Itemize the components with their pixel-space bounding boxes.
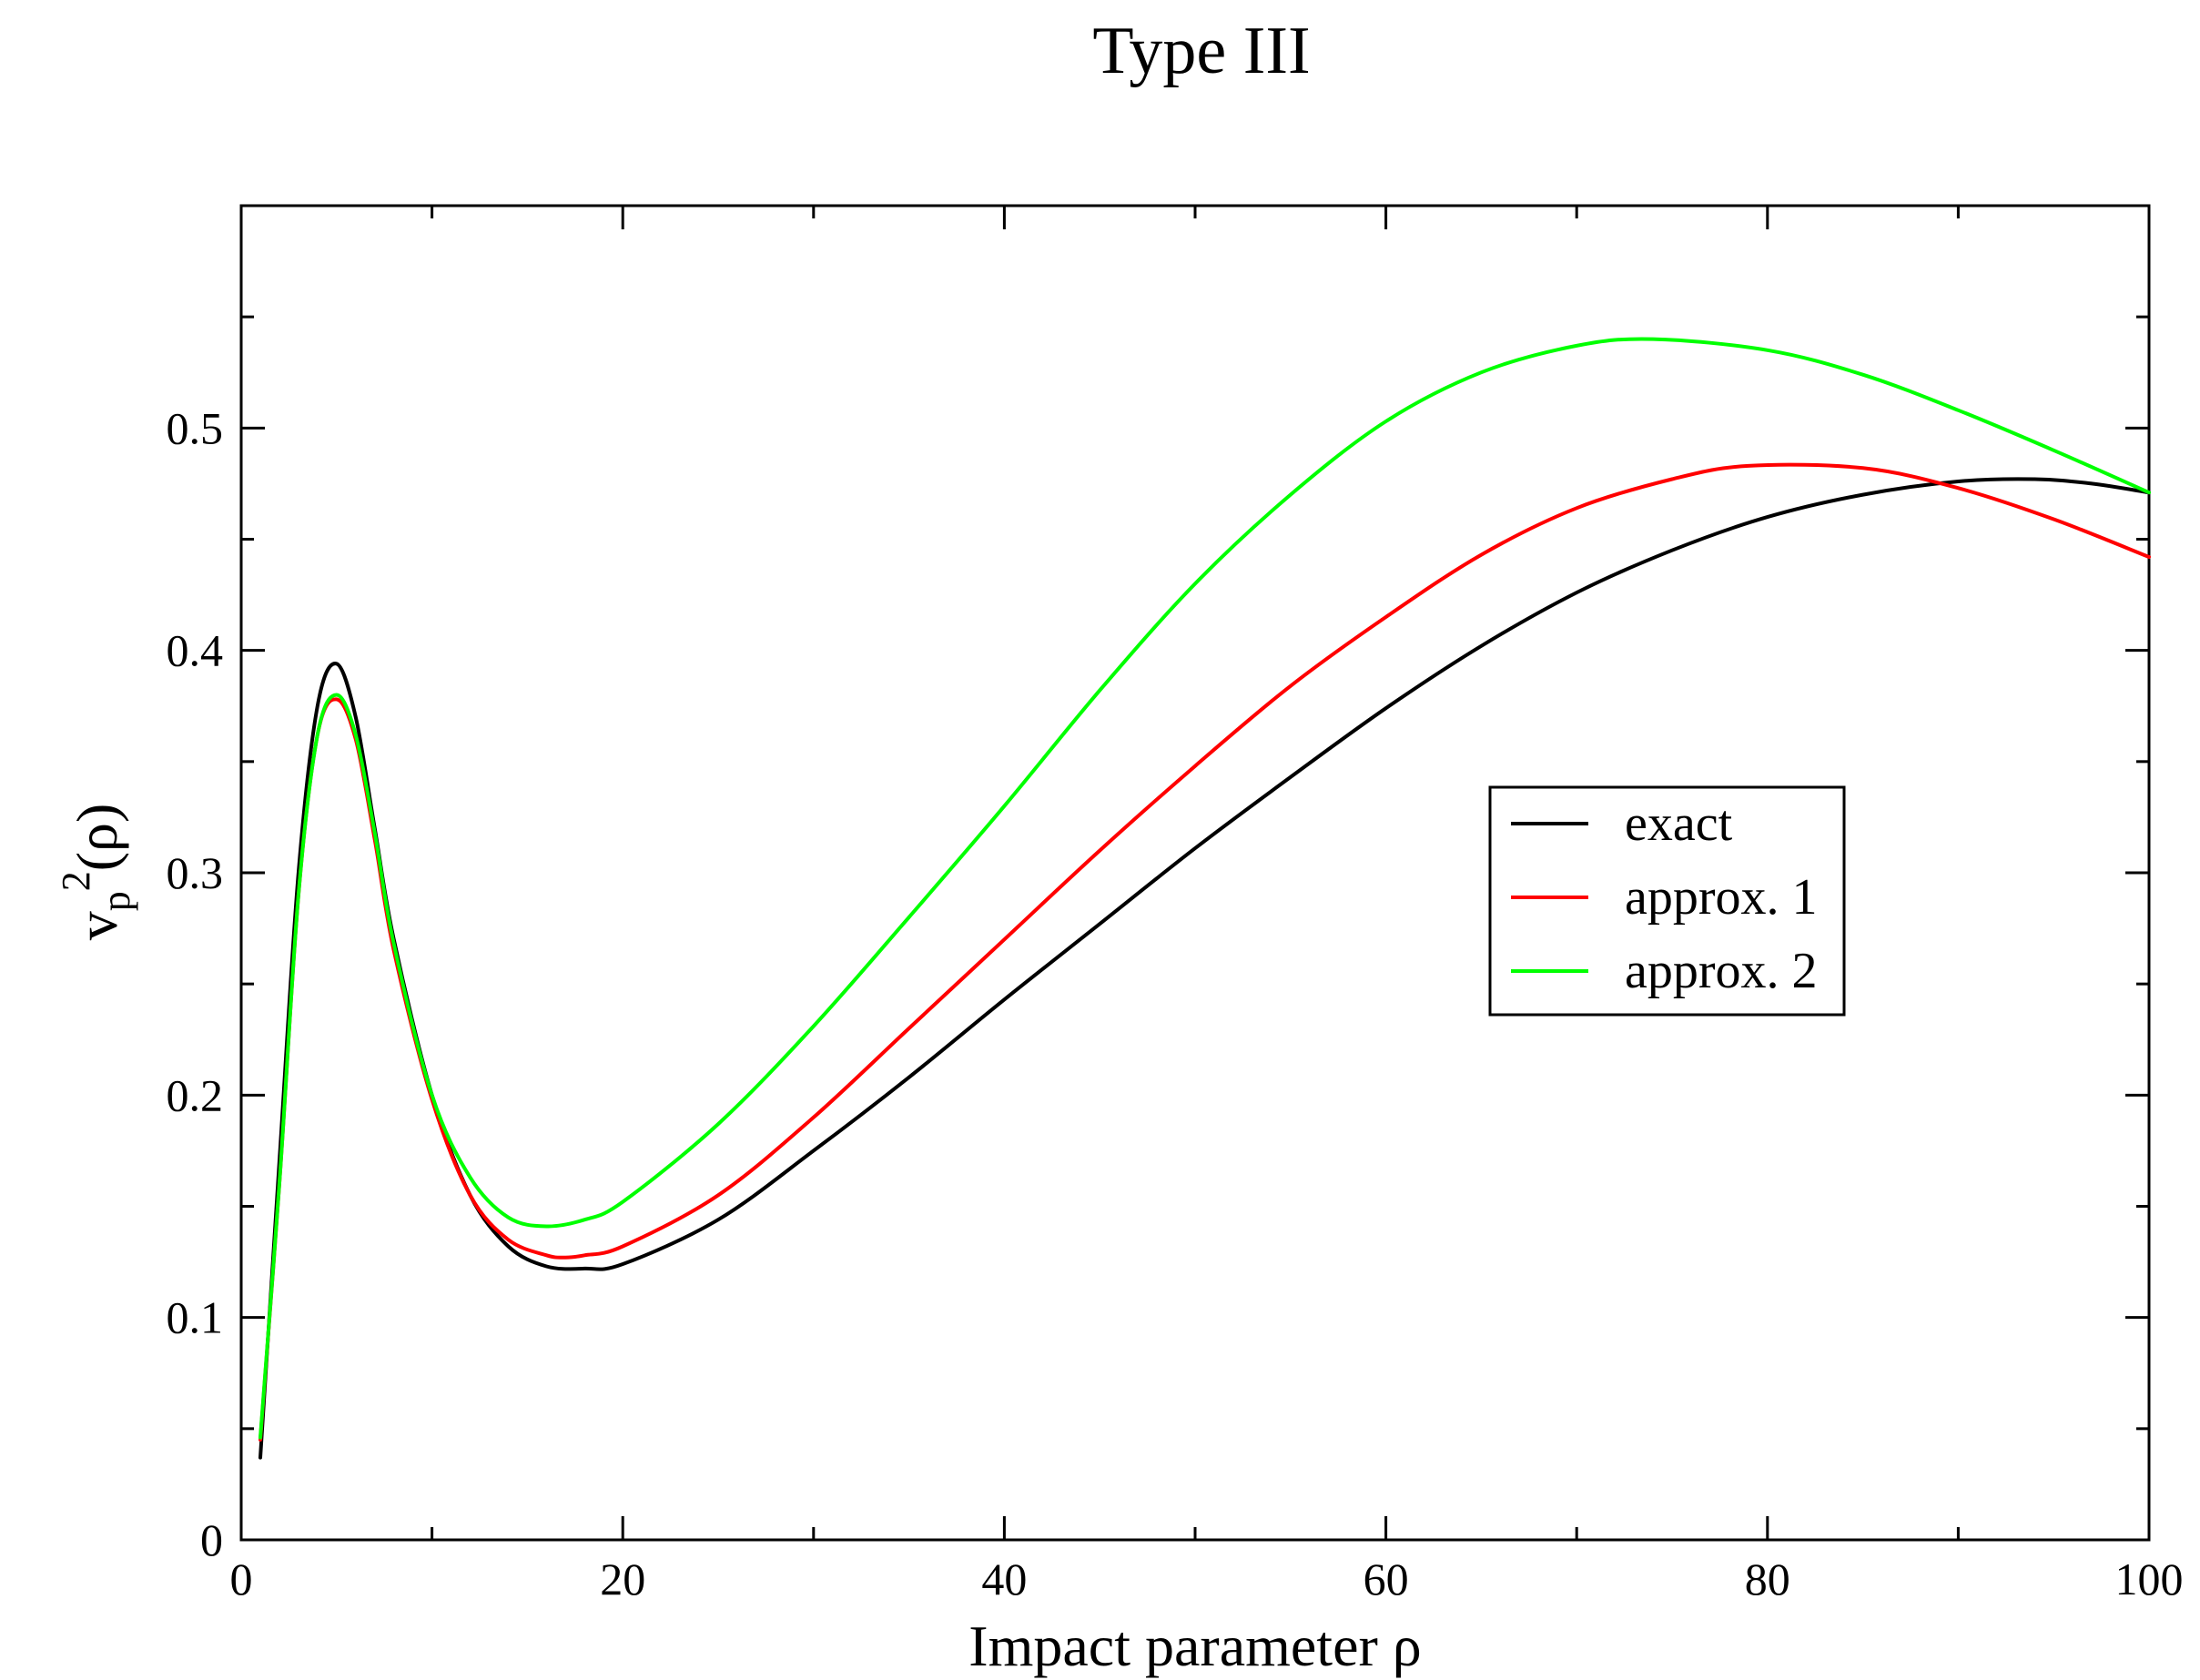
y-tick-label: 0.3 (167, 847, 224, 898)
series-line-approx-1 (259, 462, 2151, 1442)
y-axis-label-subscript: p (94, 891, 138, 911)
legend-label: exact (1625, 795, 1733, 852)
axis-tick-labels: 0 20 40 60 80 100 0 0.1 0.2 0.3 0.4 0.5 (167, 402, 2184, 1604)
x-tick-label: 20 (600, 1553, 645, 1604)
legend-label: approx. 1 (1625, 869, 1818, 926)
y-axis-label-argument: (ρ) (65, 804, 129, 872)
series-line-exact (259, 477, 2151, 1460)
y-tick-label: 0 (200, 1514, 223, 1565)
plot-area-frame (239, 204, 2151, 1542)
x-tick-label: 80 (1745, 1553, 1790, 1604)
y-tick-label: 0.1 (167, 1292, 224, 1343)
series-line-approx-2 (259, 337, 2151, 1440)
y-tick-label: 0.5 (167, 402, 224, 453)
series-lines (259, 337, 2151, 1460)
y-axis-label-base: v (65, 911, 129, 940)
y-axis-label: vp2(ρ) (54, 804, 138, 941)
chart-title: Type III (1092, 14, 1310, 88)
legend-label: approx. 2 (1625, 943, 1818, 999)
y-axis-label-superscript: 2 (54, 871, 98, 891)
x-tick-label: 100 (2115, 1553, 2184, 1604)
svg-text:vp2(ρ): vp2(ρ) (54, 804, 138, 941)
y-tick-label: 0.4 (167, 625, 224, 676)
x-axis-label: Impact parameter ρ (968, 1614, 1421, 1678)
x-tick-label: 60 (1364, 1553, 1409, 1604)
axis-ticks (239, 204, 2151, 1542)
y-tick-label: 0.2 (167, 1069, 224, 1120)
legend: exact approx. 1 approx. 2 (1488, 785, 1846, 1017)
x-tick-label: 40 (981, 1553, 1027, 1604)
x-tick-label: 0 (230, 1553, 253, 1604)
